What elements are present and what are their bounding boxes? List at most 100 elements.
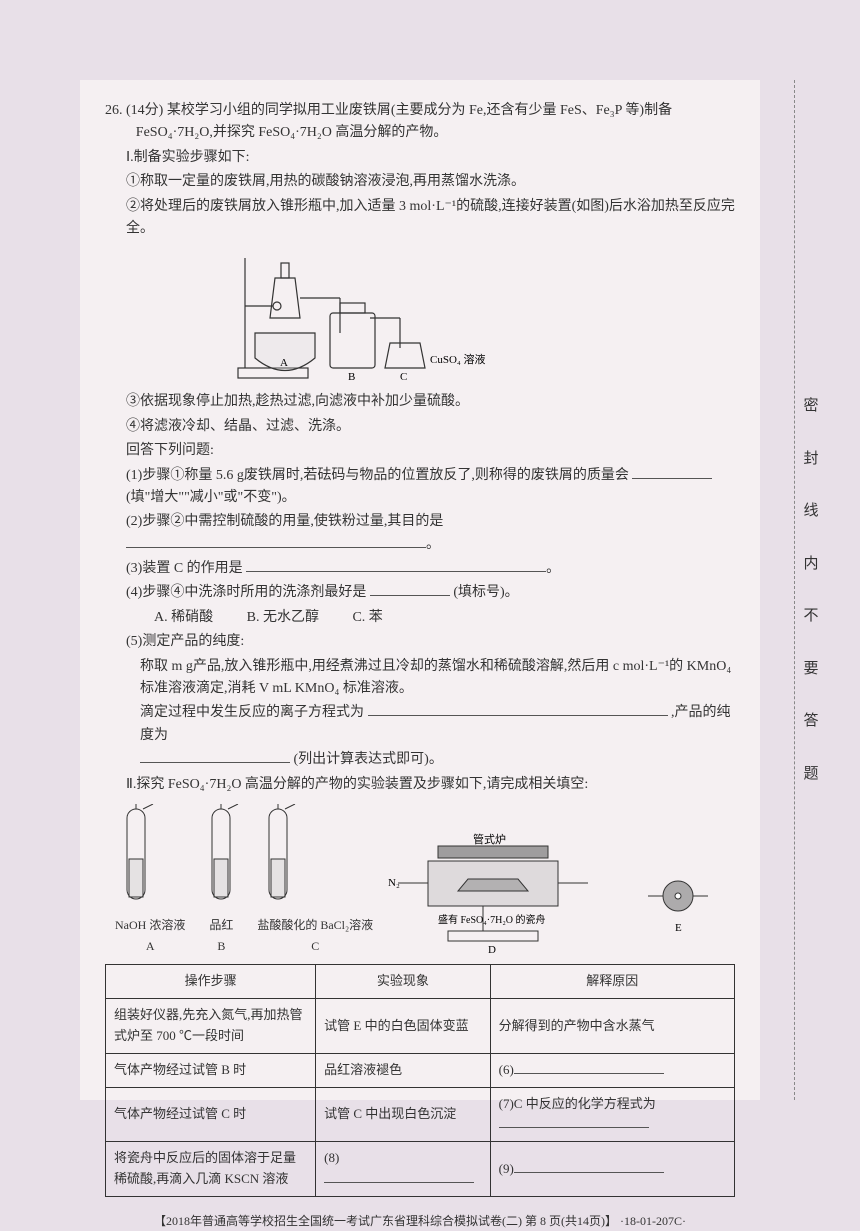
tube-a: NaOH 浓溶液 A	[115, 804, 185, 956]
blank-9	[514, 1160, 664, 1173]
cell: 组装好仪器,先充入氮气,再加热管式炉至 700 ℃一段时间	[106, 999, 316, 1054]
blank-7-label: (7)C 中反应的化学方程式为	[499, 1096, 656, 1111]
table-row: 气体产物经过试管 B 时 品红溶液褪色 (6)	[106, 1053, 735, 1087]
subq-5b: 滴定过程中发生反应的离子方程式为 ,产品的纯度为	[140, 702, 735, 747]
diagram-label-b: B	[348, 371, 355, 383]
table-header-row: 操作步骤 实验现象 解释原因	[106, 965, 735, 999]
blank-8	[324, 1170, 474, 1183]
question-intro: 26. (14分) 某校学习小组的同学拟用工业废铁屑(主要成分为 Fe,还含有少…	[136, 100, 735, 145]
margin-char: 密	[802, 380, 820, 433]
table-row: 组装好仪器,先充入氮气,再加热管式炉至 700 ℃一段时间 试管 E 中的白色固…	[106, 999, 735, 1054]
subq-4-tail: (填标号)。	[453, 585, 518, 600]
cell: 气体产物经过试管 C 时	[106, 1087, 316, 1142]
options-row: A. 稀硝酸 B. 无水乙醇 C. 苯	[154, 607, 735, 629]
apparatus-diagram-1: A B C CuSO₄ 溶液	[235, 248, 735, 383]
subq-4: (4)步骤④中洗涤时所用的洗涤剂最好是 (填标号)。	[126, 582, 735, 604]
cell: (7)C 中反应的化学方程式为	[490, 1087, 734, 1142]
margin-char: 线	[802, 485, 820, 538]
tube-c-letter: C	[257, 937, 373, 956]
tube-b-label: 品红	[200, 916, 242, 935]
blank-6	[514, 1061, 664, 1074]
step-4: ④将滤液冷却、结晶、过滤、洗涤。	[126, 416, 735, 438]
cell: (9)	[490, 1142, 734, 1197]
furnace-label: 管式炉	[473, 832, 506, 846]
margin-char: 题	[802, 748, 820, 801]
step-1: ①称取一定量的废铁屑,用热的碳酸钠溶液浸泡,再用蒸馏水洗涤。	[126, 171, 735, 193]
subq-5d-text: (列出计算表达式即可)。	[294, 752, 443, 767]
question-number: 26.	[105, 103, 123, 118]
diagram-label-a: A	[280, 357, 288, 369]
cell: 将瓷舟中反应后的固体溶于足量稀硫酸,再滴入几滴 KSCN 溶液	[106, 1142, 316, 1197]
table-row: 气体产物经过试管 C 时 试管 C 中出现白色沉淀 (7)C 中反应的化学方程式…	[106, 1087, 735, 1142]
blank-5d	[140, 749, 290, 763]
cell: 分解得到的产物中含水蒸气	[490, 999, 734, 1054]
part-2-heading: Ⅱ.探究 FeSO₄·7H₂O 高温分解的产物的实验装置及步骤如下,请完成相关填…	[126, 774, 735, 796]
blank-3	[246, 558, 546, 572]
tube-c-label: 盐酸酸化的 BaCl₂溶液	[257, 916, 373, 935]
bulb-e: E	[643, 846, 713, 956]
col-reason: 解释原因	[490, 965, 734, 999]
margin-char: 内	[802, 538, 820, 591]
margin-dashed-line	[794, 80, 795, 1100]
diagram-cuso4-label: CuSO₄ 溶液	[430, 352, 485, 366]
blank-2	[126, 534, 426, 548]
subq-5b-text: 滴定过程中发生反应的离子方程式为	[140, 705, 364, 720]
step-3: ③依据现象停止加热,趁热过滤,向滤液中补加少量硫酸。	[126, 391, 735, 413]
table-row: 将瓷舟中反应后的固体溶于足量稀硫酸,再滴入几滴 KSCN 溶液 (8) (9)	[106, 1142, 735, 1197]
sealing-line-text: 密 封 线 内 不 要 答 题	[802, 380, 820, 800]
margin-char: 不	[802, 590, 820, 643]
blank-5b	[368, 702, 668, 716]
blank-9-label: (9)	[499, 1161, 514, 1176]
answer-heading: 回答下列问题:	[126, 440, 735, 462]
col-phenomenon: 实验现象	[316, 965, 490, 999]
blank-6-label: (6)	[499, 1062, 514, 1077]
cell: (6)	[490, 1053, 734, 1087]
boat-label: 盛有 FeSO₄·7H₂O 的瓷舟	[438, 913, 546, 926]
furnace-letter: D	[488, 944, 496, 956]
option-a: A. 稀硝酸	[154, 607, 213, 629]
part-1-heading: Ⅰ.制备实验步骤如下:	[126, 147, 735, 169]
exam-page: 26. (14分) 某校学习小组的同学拟用工业废铁屑(主要成分为 Fe,还含有少…	[80, 80, 760, 1100]
col-step: 操作步骤	[106, 965, 316, 999]
page-footer: 【2018年普通高等学校招生全国统一考试广东省理科综合模拟试卷(二) 第 8 页…	[105, 1212, 735, 1231]
question-text: 某校学习小组的同学拟用工业废铁屑(主要成分为 Fe,还含有少量 FeS、Fe₃P…	[136, 103, 672, 140]
blank-7	[499, 1115, 649, 1128]
subq-1: (1)步骤①称量 5.6 g废铁屑时,若砝码与物品的位置放反了,则称得的废铁屑的…	[126, 465, 735, 510]
tube-b: 品红 B	[200, 804, 242, 956]
furnace-d: 管式炉 N₂ 盛有 FeSO₄·7H₂O 的瓷舟 D	[388, 831, 628, 956]
option-b: B. 无水乙醇	[247, 607, 319, 629]
option-c: C. 苯	[352, 607, 382, 629]
cell: 品红溶液褪色	[316, 1053, 490, 1087]
subq-1-tail: (填"增大""减小"或"不变")。	[126, 490, 296, 505]
tube-a-letter: A	[115, 937, 185, 956]
tube-a-label: NaOH 浓溶液	[115, 916, 185, 935]
blank-8-label: (8)	[324, 1150, 339, 1165]
bulb-letter: E	[675, 922, 682, 934]
cell: 试管 C 中出现白色沉淀	[316, 1087, 490, 1142]
blank-4	[370, 582, 450, 596]
cell: 气体产物经过试管 B 时	[106, 1053, 316, 1087]
subq-2-text: (2)步骤②中需控制硫酸的用量,使铁粉过量,其目的是	[126, 514, 443, 529]
question-points: (14分)	[126, 103, 163, 118]
subq-1-text: (1)步骤①称量 5.6 g废铁屑时,若砝码与物品的位置放反了,则称得的废铁屑的…	[126, 468, 629, 483]
margin-char: 答	[802, 695, 820, 748]
n2-label: N₂	[388, 877, 400, 889]
subq-2: (2)步骤②中需控制硫酸的用量,使铁粉过量,其目的是 。	[126, 511, 735, 556]
diagram-label-c: C	[400, 371, 407, 383]
subq-5a: 称取 m g产品,放入锥形瓶中,用经煮沸过且冷却的蒸馏水和稀硫酸溶解,然后用 c…	[140, 656, 735, 701]
results-table: 操作步骤 实验现象 解释原因 组装好仪器,先充入氮气,再加热管式炉至 700 ℃…	[105, 964, 735, 1196]
subq-3-text: (3)装置 C 的作用是	[126, 561, 243, 576]
apparatus-diagram-2: NaOH 浓溶液 A 品红 B 盐酸酸化的 BaCl₂溶液 C	[115, 804, 735, 956]
subq-5d: (列出计算表达式即可)。	[140, 749, 735, 771]
blank-1	[632, 465, 712, 479]
subq-5: (5)测定产品的纯度:	[126, 631, 735, 653]
subq-3: (3)装置 C 的作用是 。	[126, 558, 735, 580]
tube-b-letter: B	[200, 937, 242, 956]
cell: (8)	[316, 1142, 490, 1197]
cell: 试管 E 中的白色固体变蓝	[316, 999, 490, 1054]
margin-char: 要	[802, 643, 820, 696]
margin-char: 封	[802, 433, 820, 486]
tube-c: 盐酸酸化的 BaCl₂溶液 C	[257, 804, 373, 956]
subq-4-text: (4)步骤④中洗涤时所用的洗涤剂最好是	[126, 585, 366, 600]
step-2: ②将处理后的废铁屑放入锥形瓶中,加入适量 3 mol·L⁻¹的硫酸,连接好装置(…	[126, 196, 735, 241]
